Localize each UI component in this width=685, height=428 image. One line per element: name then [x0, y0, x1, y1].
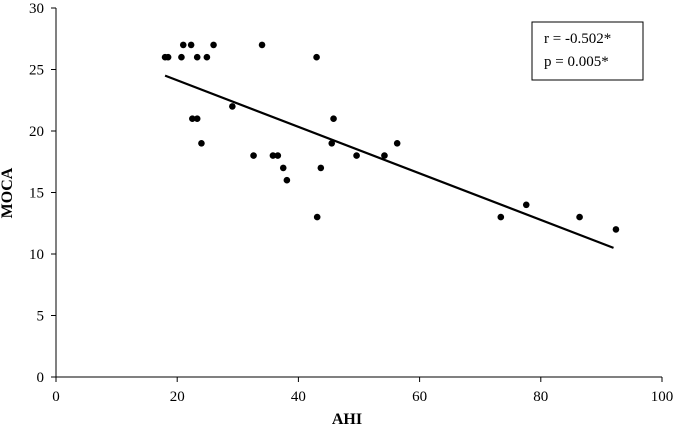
data-point: [189, 115, 196, 122]
data-point: [576, 213, 583, 221]
data-point: [269, 152, 277, 159]
y-tick-label: 5: [37, 309, 45, 325]
data-point: [198, 140, 205, 147]
data-point: [317, 164, 325, 172]
y-axis-title: MOCA: [0, 167, 16, 218]
x-axis-title: AHI: [332, 411, 362, 428]
y-tick-label: 25: [29, 63, 44, 79]
data-point: [193, 53, 201, 61]
annotation-p-text: p = 0.005*: [544, 54, 609, 70]
y-axis-ticks: 0 5 10 15 20 25 30: [29, 1, 56, 386]
regression-line: [164, 74, 614, 249]
data-point: [229, 103, 236, 110]
y-tick-label: 10: [29, 247, 44, 263]
data-point: [279, 164, 287, 172]
annotation-r-text: r = -0.502*: [544, 31, 611, 47]
data-point: [210, 41, 217, 49]
data-point: [313, 53, 320, 61]
data-point: [274, 152, 282, 159]
data-point: [258, 41, 266, 49]
data-point: [250, 152, 257, 159]
x-tick-label: 60: [412, 389, 427, 405]
y-tick-label: 0: [37, 370, 45, 386]
y-tick-label: 20: [29, 124, 44, 140]
x-tick-label: 100: [651, 389, 674, 405]
y-tick-label: 15: [29, 186, 44, 202]
y-tick-label: 30: [29, 1, 44, 17]
x-tick-label: 40: [291, 389, 306, 405]
data-point: [353, 152, 360, 159]
stats-annotation-box: r = -0.502* p = 0.005*: [531, 21, 644, 81]
data-point: [283, 176, 291, 184]
data-point: [497, 213, 505, 221]
data-point: [193, 115, 201, 122]
data-point: [164, 53, 172, 61]
x-axis-ticks: 0 20 40 60 80 100: [52, 377, 673, 405]
data-point: [330, 115, 337, 122]
data-point: [313, 213, 321, 221]
data-point: [187, 41, 195, 49]
x-tick-label: 0: [52, 389, 60, 405]
data-point: [381, 152, 388, 159]
x-tick-label: 80: [533, 389, 548, 405]
data-point: [393, 140, 401, 147]
data-point: [203, 53, 211, 61]
x-tick-label: 20: [170, 389, 185, 405]
data-points: [161, 41, 620, 233]
data-point: [328, 140, 336, 147]
data-point: [522, 201, 530, 209]
data-point: [179, 41, 187, 49]
data-point: [178, 53, 185, 61]
data-point: [612, 226, 620, 233]
